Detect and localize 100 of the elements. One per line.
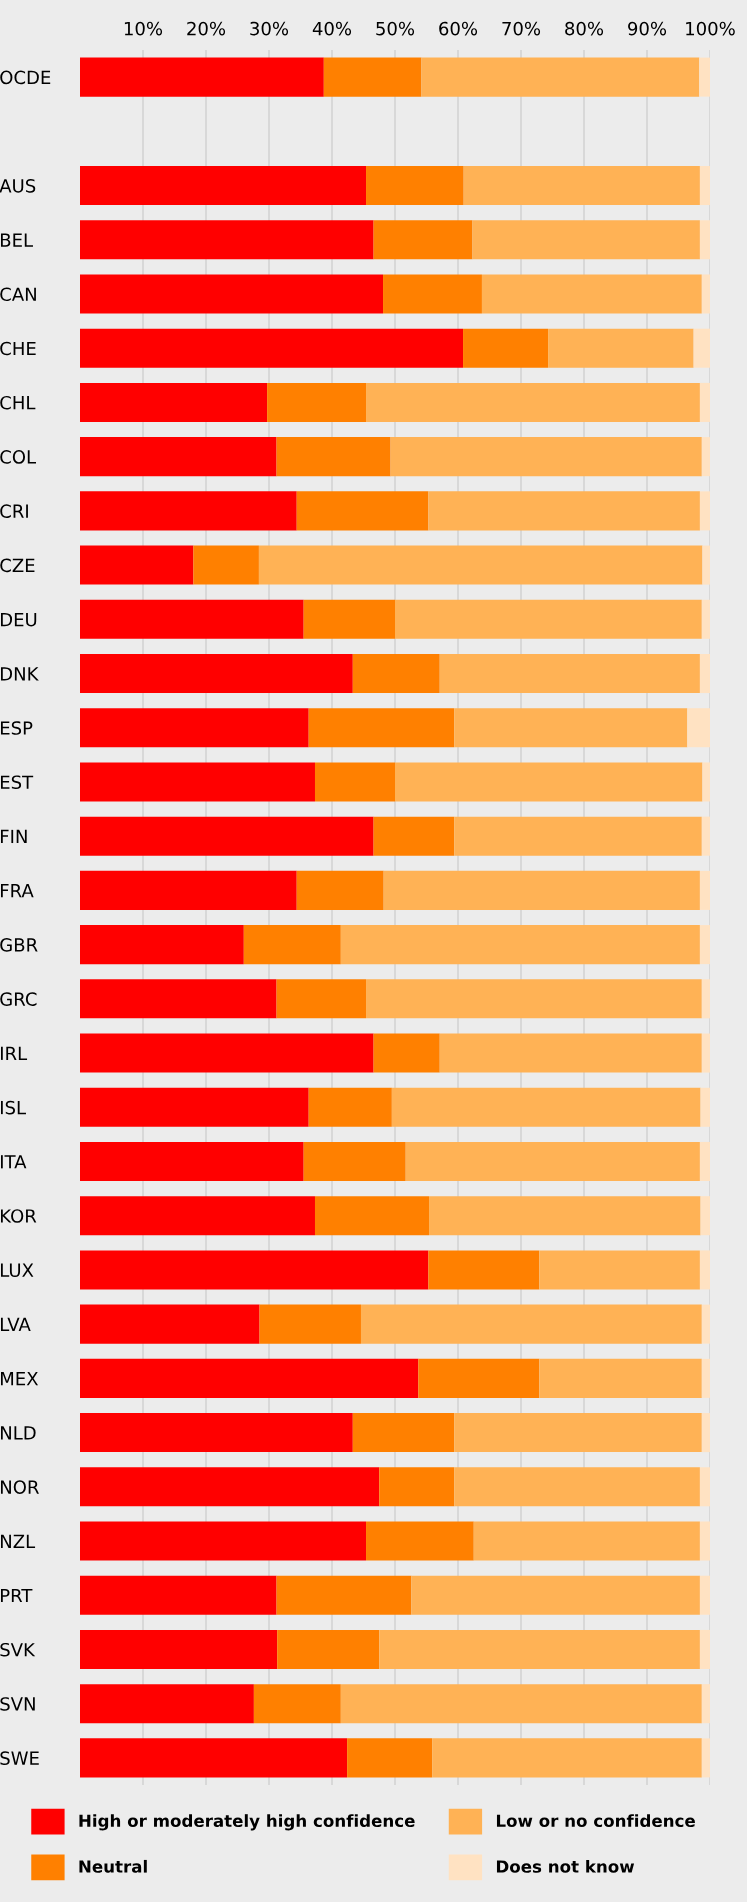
bar: [687, 708, 710, 748]
y-tick-label: DEU: [0, 612, 37, 627]
bar: [395, 762, 703, 802]
bar: [701, 1033, 710, 1073]
y-tick-label: ISL: [0, 1100, 26, 1115]
bar: [395, 599, 702, 639]
x-tick-label: 40%: [312, 21, 352, 36]
y-tick-label: COL: [0, 450, 36, 464]
bar: [699, 925, 710, 965]
x-tick-label: 30%: [250, 21, 289, 36]
bar: [80, 1521, 367, 1561]
bar: [296, 491, 429, 531]
bar: [701, 979, 710, 1019]
bar: [347, 1738, 433, 1778]
bar: [80, 1358, 419, 1398]
bar: [699, 57, 710, 97]
bar: [701, 1358, 710, 1398]
bar: [693, 328, 710, 368]
y-tick-label: CRI: [0, 504, 28, 518]
bar: [379, 1629, 700, 1669]
bar: [80, 870, 297, 910]
bar: [539, 1358, 702, 1398]
bar: [258, 545, 703, 585]
bar: [700, 1196, 710, 1236]
bar: [80, 1684, 254, 1724]
bar: [454, 1467, 700, 1507]
bar: [699, 166, 710, 206]
bar: [429, 1196, 701, 1236]
bar: [548, 328, 694, 368]
y-tick-label: SVK: [0, 1642, 36, 1657]
x-tick-label: 50%: [376, 21, 415, 36]
bar: [701, 1738, 710, 1778]
y-tick-label: FRA: [0, 884, 34, 898]
bar: [277, 1629, 380, 1669]
bar: [80, 762, 315, 802]
bar: [454, 816, 702, 856]
bar: [323, 57, 422, 97]
y-tick-label: SWE: [0, 1751, 39, 1766]
y-tick-label: GRC: [0, 992, 37, 1006]
bar: [472, 220, 700, 260]
legend-label: Low or no confidence: [496, 1814, 695, 1828]
bar: [699, 1575, 710, 1615]
bar: [80, 1250, 429, 1290]
bar: [454, 1413, 702, 1453]
bar: [314, 762, 395, 802]
bar: [421, 57, 700, 97]
y-tick-label: CHL: [0, 395, 36, 410]
y-tick-label: DNK: [0, 667, 39, 681]
bar: [391, 1087, 701, 1127]
x-tick-label: 60%: [439, 21, 478, 36]
y-tick-label: FIN: [0, 829, 27, 844]
bar: [366, 166, 464, 206]
bar: [80, 382, 268, 422]
bar: [481, 274, 702, 314]
bar: [193, 545, 259, 585]
bar: [80, 545, 194, 585]
bar: [80, 491, 297, 531]
y-tick-label: CAN: [0, 287, 36, 302]
bar: [259, 1304, 361, 1344]
y-tick-label: SVN: [0, 1697, 35, 1711]
bar: [473, 1521, 700, 1561]
bar: [439, 1033, 702, 1073]
bar: [439, 654, 700, 694]
bar: [700, 1087, 710, 1127]
y-tick-label: PRT: [0, 1588, 33, 1603]
bar: [80, 1033, 374, 1073]
bar: [308, 708, 455, 748]
bar: [699, 870, 710, 910]
x-tick-label: 100%: [686, 21, 735, 36]
bar: [314, 1196, 430, 1236]
y-tick-label: GBR: [0, 938, 38, 952]
bar: [253, 1684, 341, 1724]
bar: [699, 1141, 710, 1181]
y-tick-label: NOR: [0, 1480, 39, 1494]
bar: [701, 1304, 710, 1344]
bar: [428, 1250, 540, 1290]
bar: [699, 491, 710, 531]
x-tick-label: 20%: [187, 21, 226, 36]
bar: [418, 1358, 540, 1398]
x-tick-label: 80%: [565, 21, 604, 36]
bar: [80, 274, 384, 314]
bar: [373, 816, 455, 856]
bar: [432, 1738, 702, 1778]
bar: [80, 1304, 260, 1344]
y-tick-label: ESP: [0, 721, 33, 735]
bar: [80, 57, 324, 97]
bar: [701, 599, 710, 639]
bar: [80, 1467, 380, 1507]
bar: [80, 220, 374, 260]
bar: [267, 382, 367, 422]
bar: [539, 1250, 700, 1290]
y-tick-label: CHE: [0, 341, 36, 356]
bar: [243, 925, 341, 965]
y-tick-label: BEL: [0, 233, 33, 247]
bar: [80, 1575, 277, 1615]
bar: [701, 816, 710, 856]
bar: [699, 1250, 710, 1290]
bar: [699, 1629, 710, 1669]
bar: [373, 220, 473, 260]
y-tick-label: AUS: [0, 179, 36, 193]
